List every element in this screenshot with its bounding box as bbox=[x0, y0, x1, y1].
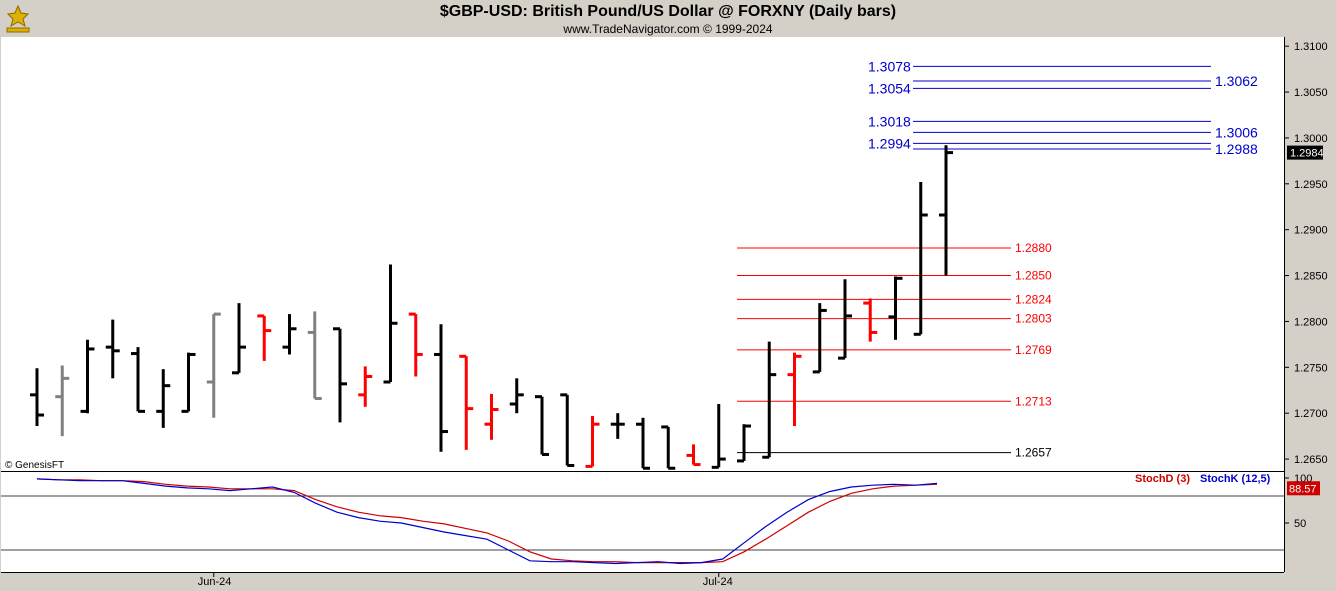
ohlc-bar bbox=[358, 366, 373, 407]
ohlc-bar bbox=[636, 417, 650, 470]
stoch-tick-label: 50 bbox=[1294, 518, 1306, 530]
upper-level-label: 1.2988 bbox=[1215, 141, 1258, 157]
price-levels: 1.3078 1.3062 1.3054 1.3018 1.3006 1.2994 1.29… bbox=[737, 58, 1258, 460]
ohlc-bar bbox=[838, 279, 852, 360]
ohlc-bar bbox=[383, 264, 398, 384]
ohlc-bar bbox=[661, 425, 676, 470]
price-tick-label: 1.2750 bbox=[1294, 362, 1328, 374]
time-axis: Jun-24 Jul-24 bbox=[198, 572, 733, 588]
price-axis: 1.2650 1.2700 1.2750 1.2800 1.2850 1.2900 1.29… bbox=[1284, 41, 1328, 466]
ohlc-bar bbox=[535, 395, 549, 456]
chart-title: $GBP-USD: British Pound/US Dollar @ FORX… bbox=[439, 3, 897, 20]
upper-level-label: 1.2994 bbox=[868, 135, 911, 151]
trade-navigator-logo-icon bbox=[3, 3, 33, 35]
lower-level-label: 1.2713 bbox=[1015, 394, 1052, 408]
ohlc-bar bbox=[560, 393, 575, 467]
ohlc-bar bbox=[888, 276, 903, 340]
ohlc-bar bbox=[30, 368, 44, 427]
lower-level-label: 1.2824 bbox=[1015, 292, 1052, 306]
price-tick-label: 1.2800 bbox=[1294, 316, 1328, 328]
price-tick-label: 1.2950 bbox=[1294, 179, 1328, 191]
ohlc-bar bbox=[737, 424, 751, 463]
ohlc-bar bbox=[131, 347, 145, 413]
upper-level-label: 1.3054 bbox=[868, 80, 911, 96]
price-tick-label: 1.2700 bbox=[1294, 408, 1328, 420]
ohlc-bar bbox=[812, 303, 827, 374]
ohlc-bar bbox=[408, 312, 423, 377]
upper-level-label: 1.3062 bbox=[1215, 73, 1258, 89]
price-tick-label: 1.2900 bbox=[1294, 225, 1328, 237]
price-tick-label: 1.2650 bbox=[1294, 454, 1328, 466]
price-tick-label: 1.3000 bbox=[1294, 133, 1328, 145]
last-price-marker bbox=[1287, 145, 1323, 160]
ohlc-bar bbox=[156, 369, 171, 428]
lower-level-label: 1.2769 bbox=[1015, 343, 1052, 357]
ohlc-bar bbox=[55, 365, 70, 437]
ohlc-bar bbox=[307, 311, 322, 401]
upper-level-label: 1.3018 bbox=[868, 113, 911, 129]
stoch-d-legend: StochD (3) bbox=[1135, 473, 1190, 485]
lower-level-label: 1.2850 bbox=[1015, 269, 1052, 283]
price-tick-label: 1.3100 bbox=[1294, 41, 1328, 53]
ohlc-bar bbox=[434, 324, 448, 452]
upper-level-label: 1.3078 bbox=[868, 58, 911, 74]
ohlc-bar bbox=[913, 181, 928, 336]
price-tick-label: 1.2850 bbox=[1294, 271, 1328, 283]
ohlc-bar bbox=[509, 378, 524, 414]
price-panel bbox=[1, 37, 1284, 471]
ohlc-bar bbox=[333, 327, 347, 423]
ohlc-bar bbox=[257, 314, 272, 361]
time-tick-label: Jul-24 bbox=[703, 576, 733, 588]
ohlc-bar bbox=[610, 413, 625, 439]
last-price-label: 1.2984 bbox=[1290, 148, 1324, 160]
ohlc-bar bbox=[282, 314, 297, 355]
ohlc-bar bbox=[585, 415, 600, 468]
stoch-k-legend: StochK (12,5) bbox=[1200, 473, 1271, 485]
upper-level-label: 1.3006 bbox=[1215, 124, 1258, 140]
ohlc-bar bbox=[711, 404, 726, 469]
copyright-label: © GenesisFT bbox=[5, 460, 64, 471]
lower-level-label: 1.2880 bbox=[1015, 241, 1052, 255]
ohlc-bar bbox=[206, 312, 221, 418]
stochastic-panel bbox=[1, 472, 1284, 572]
header-bar: $GBP-USD: British Pound/US Dollar @ FORX… bbox=[0, 0, 1336, 37]
price-tick-label: 1.3050 bbox=[1294, 87, 1328, 99]
stoch-k-line bbox=[36, 478, 938, 565]
ohlc-bar bbox=[80, 339, 95, 414]
chart-subtitle: www.TradeNavigator.com © 1999-2024 bbox=[563, 22, 773, 36]
stoch-d-line bbox=[36, 478, 938, 564]
ohlc-bar bbox=[686, 444, 701, 467]
lower-level-label: 1.2657 bbox=[1015, 446, 1052, 460]
ohlc-bars bbox=[30, 145, 953, 470]
stoch-last-marker bbox=[1287, 481, 1320, 496]
ohlc-bar bbox=[762, 341, 777, 459]
ohlc-bar bbox=[484, 393, 499, 440]
ohlc-bar bbox=[105, 319, 120, 379]
ohlc-bar bbox=[232, 303, 246, 375]
stoch-last-label: 88.57 bbox=[1289, 483, 1317, 495]
ohlc-bar bbox=[459, 354, 474, 450]
ohlc-bar bbox=[939, 145, 953, 276]
time-tick-label: Jun-24 bbox=[198, 576, 232, 588]
lower-level-label: 1.2803 bbox=[1015, 312, 1052, 326]
ohlc-bar bbox=[863, 298, 878, 342]
ohlc-bar bbox=[787, 352, 802, 427]
ohlc-bar bbox=[181, 352, 196, 413]
